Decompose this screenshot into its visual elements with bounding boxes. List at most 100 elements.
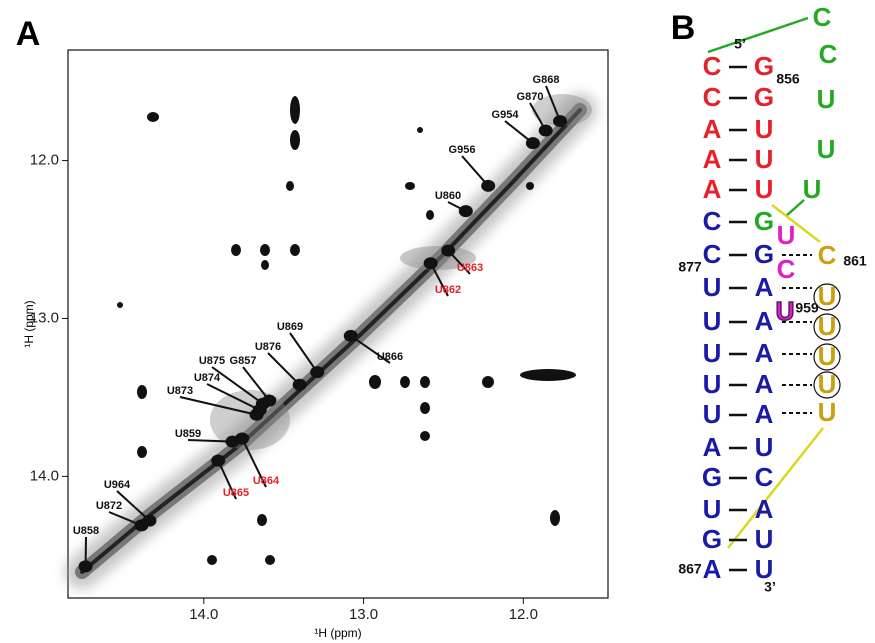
leader-line (179, 396, 257, 416)
peak-label: U865 (223, 487, 249, 499)
residue-number: 867 (678, 561, 702, 577)
nucleotide: C (703, 51, 722, 81)
leader-line (461, 155, 489, 187)
residue-number: 959 (795, 300, 819, 316)
nucleotide: A (703, 114, 722, 144)
nucleotide: G (754, 82, 774, 112)
nucleotide: A (755, 338, 774, 368)
nucleotide: A (755, 494, 774, 524)
nucleotide: C (755, 462, 774, 492)
peak (538, 124, 553, 137)
nucleotide: U (703, 369, 722, 399)
nucleotide: C (703, 206, 722, 236)
peak-label: G857 (230, 355, 257, 367)
leader-line (429, 262, 449, 297)
x-tick-label: 12.0 (509, 606, 538, 623)
peak (481, 179, 496, 192)
circle-mark (813, 283, 841, 311)
peak (441, 244, 456, 257)
residue-number: 861 (843, 253, 867, 269)
nucleotide: A (755, 399, 774, 429)
leader-line (211, 366, 264, 405)
nucleotide: A (703, 432, 722, 462)
nucleotide: C (777, 254, 796, 284)
x-axis-label: ¹H (ppm) (314, 626, 361, 640)
nucleotide: C (813, 2, 832, 32)
peak (343, 329, 358, 342)
panel-label: A (16, 15, 41, 53)
peak (292, 378, 307, 391)
nucleotide: A (703, 144, 722, 174)
residue-number: 5’ (734, 36, 746, 52)
nucleotide: A (703, 554, 722, 584)
nucleotide: U (776, 296, 795, 326)
nucleotide: U (755, 174, 774, 204)
x-tick-label: 14.0 (189, 606, 218, 623)
peak-label: U864 (253, 475, 280, 487)
nucleotide: U (703, 272, 722, 302)
peak-label: U866 (377, 351, 403, 363)
peak-label: U862 (435, 284, 461, 296)
peak (310, 366, 325, 379)
nucleotide: A (755, 272, 774, 302)
nucleotide: C (703, 82, 722, 112)
leader-line (545, 85, 561, 122)
peak-label: U869 (277, 321, 303, 333)
residue-number: 856 (776, 71, 800, 87)
nucleotide: U (755, 114, 774, 144)
leader-line (206, 383, 261, 411)
nucleotide: U (755, 144, 774, 174)
peak-label: U859 (175, 428, 201, 440)
leader-line (116, 490, 151, 522)
peak-label: U860 (435, 190, 461, 202)
leader-line (187, 439, 233, 443)
nucleotide: U (818, 311, 837, 341)
nucleotide: U (755, 432, 774, 462)
nucleotide: U (817, 84, 836, 114)
cross-peaks (117, 96, 576, 565)
peak-label: U858 (73, 525, 99, 537)
leader-line (217, 460, 237, 500)
nucleotide: G (702, 462, 722, 492)
nucleotide: U (803, 174, 822, 204)
peak (235, 432, 250, 445)
y-tick-label: 12.0 (30, 152, 59, 169)
nucleotide: U (818, 281, 837, 311)
nucleotide: U (703, 338, 722, 368)
peak-label: U874 (194, 372, 221, 384)
residue-number: 877 (678, 259, 702, 275)
nucleotide: U (818, 397, 837, 427)
nucleotide: C (703, 239, 722, 269)
peak-label: U872 (96, 500, 122, 512)
structure-lines (707, 16, 824, 549)
nucleotide: G (754, 206, 774, 236)
leader-line (267, 352, 301, 386)
peak (553, 115, 568, 128)
leader-line (289, 332, 319, 373)
nucleotide: C (819, 39, 838, 69)
circle-mark (813, 343, 841, 371)
nucleotide: U (777, 220, 796, 250)
nucleotide: U (818, 369, 837, 399)
peak-label: U873 (167, 385, 193, 397)
nucleotide: U (755, 524, 774, 554)
peak (211, 454, 226, 467)
peak-label: U875 (199, 355, 225, 367)
leader-line (242, 366, 271, 402)
y-tick-label: 13.0 (30, 309, 59, 326)
peak (458, 205, 473, 218)
nucleotide: U (703, 399, 722, 429)
leader-line (241, 438, 267, 488)
nucleotide: U (818, 341, 837, 371)
y-tick-label: 14.0 (30, 467, 59, 484)
peak-label: U863 (457, 262, 483, 274)
y-axis-label: ¹H (ppm) (22, 300, 36, 347)
nucleotide: U (703, 494, 722, 524)
peak (249, 408, 264, 421)
panel-label: B (671, 9, 696, 47)
nucleotide: U (817, 134, 836, 164)
nucleotide: A (703, 174, 722, 204)
circle-mark (813, 313, 841, 341)
